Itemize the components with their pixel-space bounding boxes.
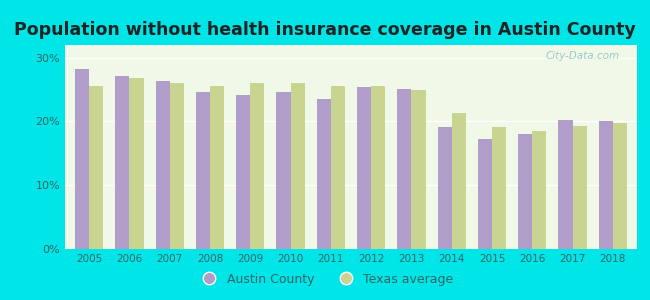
Bar — [371, 86, 385, 249]
Text: Population without health insurance coverage in Austin County: Population without health insurance cove… — [14, 21, 636, 39]
Bar — [478, 139, 492, 249]
Bar — [317, 99, 331, 249]
Bar — [89, 86, 103, 249]
Bar — [437, 127, 452, 249]
Bar — [236, 95, 250, 249]
Bar — [115, 76, 129, 249]
Bar — [170, 83, 184, 249]
Bar — [331, 86, 345, 249]
Bar — [155, 81, 170, 249]
Bar — [411, 90, 426, 249]
Bar — [492, 127, 506, 249]
Bar — [599, 122, 613, 249]
Bar — [250, 83, 265, 249]
Bar — [291, 82, 305, 249]
Bar — [452, 112, 466, 249]
Bar — [196, 92, 210, 249]
Bar — [276, 92, 291, 249]
Bar — [518, 134, 532, 249]
Bar — [75, 69, 89, 249]
Bar — [558, 120, 573, 249]
Text: City-Data.com: City-Data.com — [546, 51, 620, 61]
Bar — [129, 78, 144, 249]
Legend: Austin County, Texas average: Austin County, Texas average — [192, 268, 458, 291]
Bar — [532, 131, 547, 249]
Bar — [397, 89, 411, 249]
Bar — [573, 126, 587, 249]
Bar — [613, 123, 627, 249]
Bar — [210, 86, 224, 249]
Bar — [357, 87, 371, 249]
